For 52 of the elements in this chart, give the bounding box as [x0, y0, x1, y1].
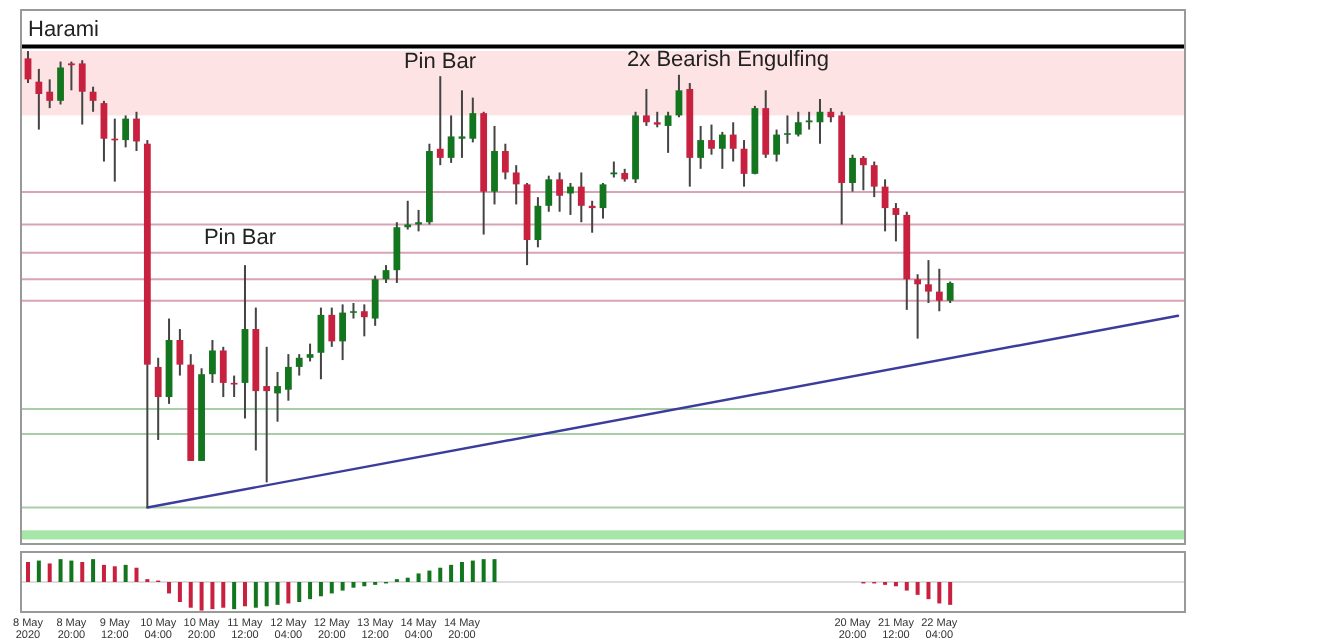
bar: [177, 582, 182, 602]
bar: [427, 570, 432, 582]
bar: [286, 582, 291, 604]
bar: [904, 582, 909, 591]
bar: [948, 582, 953, 605]
bar: [69, 560, 74, 582]
bar: [242, 582, 247, 607]
bar: [101, 564, 106, 582]
annotation: 2x Bearish Engulfing: [627, 48, 829, 72]
bar: [80, 562, 85, 582]
bar: [275, 582, 280, 605]
bar: [340, 582, 345, 591]
candlestick: [436, 76, 444, 166]
bar: [167, 582, 172, 594]
bar: [297, 582, 302, 602]
bar: [112, 566, 117, 582]
bar: [123, 564, 128, 582]
bar: [210, 582, 215, 610]
bar: [199, 582, 204, 611]
bar: [232, 582, 237, 610]
bar: [188, 582, 193, 608]
candlestick: [914, 274, 922, 339]
bar: [416, 573, 421, 582]
bar: [221, 582, 226, 608]
bar: [459, 562, 464, 582]
bar: [926, 582, 931, 600]
bar: [329, 582, 334, 594]
bar: [937, 582, 942, 604]
bar: [351, 582, 356, 588]
candlestick: [350, 303, 357, 319]
candlestick: [784, 115, 791, 144]
bar: [91, 559, 96, 582]
candlestick: [68, 61, 75, 91]
bar: [36, 560, 41, 582]
annotation: Pin Bar: [403, 50, 477, 74]
bar: [481, 559, 486, 582]
bar: [47, 563, 52, 582]
bar: [264, 582, 269, 607]
bar: [438, 567, 443, 582]
bar: [58, 559, 63, 582]
bar: [449, 564, 454, 582]
bar: [492, 559, 497, 582]
annotation: Pin Bar: [203, 226, 277, 250]
bar: [26, 562, 30, 582]
candlestick: [458, 90, 466, 158]
candlestick: [263, 346, 271, 483]
bar: [308, 582, 313, 600]
bar: [134, 567, 139, 582]
bar: [470, 560, 475, 582]
bar: [318, 582, 323, 597]
bar: [915, 582, 920, 595]
text: Harami: [28, 18, 99, 42]
